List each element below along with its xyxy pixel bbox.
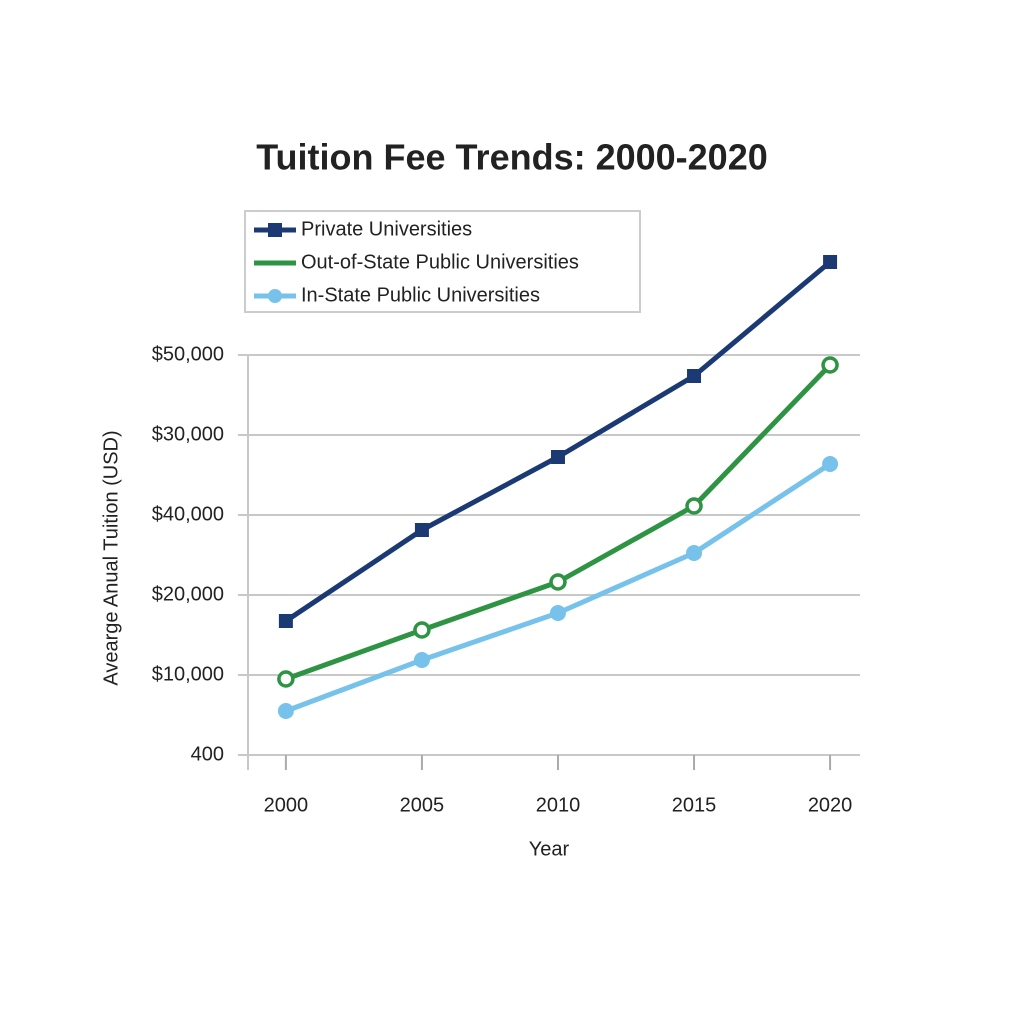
legend-label: Out-of-State Public Universities [301, 251, 579, 273]
y-tick-label: $10,000 [152, 663, 224, 685]
legend-label: In-State Public Universities [301, 284, 540, 306]
marker [549, 573, 567, 591]
x-tick-label: 2000 [264, 794, 309, 816]
series-line [285, 363, 832, 682]
marker [687, 369, 702, 383]
series-line [284, 260, 832, 624]
marker [413, 621, 431, 639]
marker [414, 523, 429, 537]
y-tick-label: 400 [191, 743, 224, 765]
y-tick-label: $50,000 [152, 343, 224, 365]
marker [278, 614, 293, 628]
legend-marker [268, 289, 282, 303]
legend-marker [268, 223, 282, 237]
marker [413, 652, 430, 668]
y-tick-label: $30,000 [152, 423, 224, 445]
marker [277, 670, 295, 688]
marker [823, 255, 838, 269]
x-tick-label: 2020 [808, 794, 853, 816]
marker [277, 703, 294, 719]
marker [686, 545, 703, 561]
marker [822, 456, 839, 472]
y-tick-label: $40,000 [152, 503, 224, 525]
y-axis-label: Avearge Anual Tuition (USD) [100, 430, 122, 685]
marker [550, 450, 565, 464]
legend-box [244, 210, 641, 313]
x-tick-label: 2010 [536, 794, 581, 816]
chart-title: Tuition Fee Trends: 2000-2020 [256, 137, 768, 178]
y-tick-label: $20,000 [152, 583, 224, 605]
x-axis-label: Year [529, 838, 570, 860]
marker [821, 356, 839, 374]
legend-label: Private Universities [301, 218, 472, 240]
x-tick-label: 2005 [400, 794, 445, 816]
marker [549, 605, 566, 621]
marker [685, 497, 703, 515]
x-tick-label: 2015 [672, 794, 717, 816]
